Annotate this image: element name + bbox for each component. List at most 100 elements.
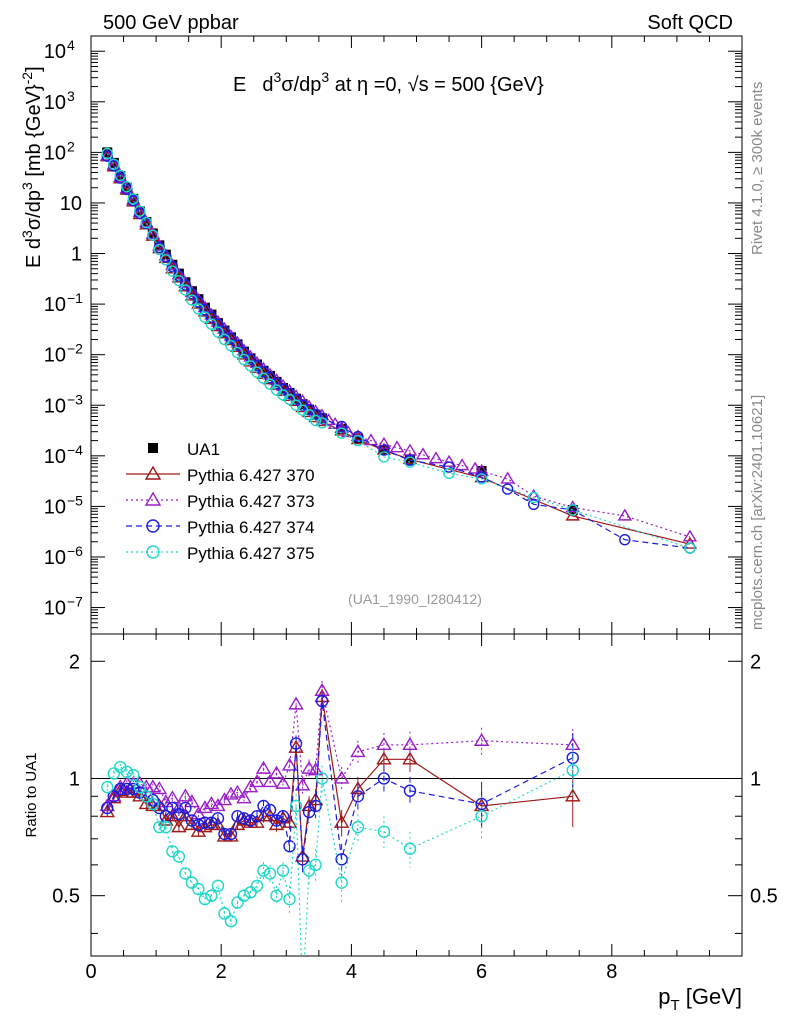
data-point [309,799,322,813]
ylabel-a: E d [23,238,45,268]
data-point [263,803,277,817]
data-point [402,751,418,765]
data-point [255,760,272,774]
data-point [212,326,224,338]
ratio-series-line [106,696,573,857]
legend-label: Pythia 6.427 374 [187,518,315,537]
data-point [264,372,276,384]
data-point [171,819,187,833]
data-point [275,775,291,789]
y-tick-label: 10 [44,496,66,518]
legend-label: Pythia 6.427 375 [187,544,315,563]
data-point [134,205,146,217]
data-point [107,767,120,780]
data-point [682,536,698,549]
data-point [224,914,238,928]
data-point [223,786,239,800]
data-point [186,288,198,300]
data-point [224,827,238,841]
x-tick-label: 2 [216,961,227,983]
data-point [289,737,303,750]
data-point [257,864,270,877]
data-point [148,443,158,453]
data-point [566,764,579,777]
y-tick-label-exp: 3 [67,88,75,104]
data-point [334,420,349,434]
data-point [475,810,488,823]
series-line [106,155,690,549]
data-point [283,839,296,853]
data-point [309,414,322,427]
data-point [184,794,200,808]
data-point [210,817,226,831]
data-point [166,265,179,277]
series-line [106,153,691,549]
data-point [250,879,264,893]
data-point [145,226,161,239]
data-point [252,359,263,370]
data-point [376,736,392,751]
data-point [179,801,192,815]
data-point [281,814,298,828]
data-point [376,442,392,455]
data-point [467,461,483,474]
title-s: s = 500 {GeV} [419,74,544,96]
title-d: d [262,74,273,96]
xlabel-sub: T [670,997,679,1014]
data-point [335,853,348,866]
data-point [225,332,237,345]
data-point [475,797,488,811]
data-point [617,508,633,521]
y-tick-label: 10 [44,395,66,417]
data-point [173,275,185,287]
data-point [205,889,218,902]
data-point [199,304,211,316]
data-point [172,807,186,821]
data-point [238,346,250,359]
title-sup-a: 3 [273,69,281,85]
data-point [179,867,192,880]
x-axis-label: pT [GeV] [658,984,742,1014]
y-tick-label: 10 [44,345,66,367]
data-point [316,412,328,425]
data-point [184,817,200,831]
data-point [565,508,580,521]
data-point [249,774,265,788]
data-point [307,762,324,776]
data-point [99,798,116,812]
data-point [335,427,348,439]
ratio-y-tick-label-right: 1 [750,768,761,790]
y-tick-label: 10 [44,547,66,569]
data-point [351,820,365,834]
ratio-series-3 [101,747,579,999]
data-point [154,240,165,251]
legend-label: UA1 [187,440,220,459]
data-point [297,988,308,999]
data-point [153,243,166,256]
data-point [139,215,154,228]
ylabel-e: [mb {GeV} [23,84,45,182]
data-point [211,812,225,825]
data-point [682,529,698,542]
data-point [251,366,263,378]
data-point [619,533,631,546]
data-point [257,366,270,378]
y-tick-label: 10 [44,294,66,316]
data-point [147,228,158,239]
data-point [350,432,366,445]
data-point [526,488,541,501]
data-point [288,696,304,710]
x-tick-label: 0 [85,961,96,983]
ylabel-g: ] [23,66,45,72]
data-point [101,780,114,794]
data-point [443,461,455,473]
data-point [244,814,257,827]
data-point [473,732,490,746]
ratio-series-line [106,690,573,816]
data-point [190,823,207,837]
data-point [265,370,276,381]
data-point [132,788,148,802]
x-tick-label: 8 [606,961,617,983]
data-point [120,782,134,796]
